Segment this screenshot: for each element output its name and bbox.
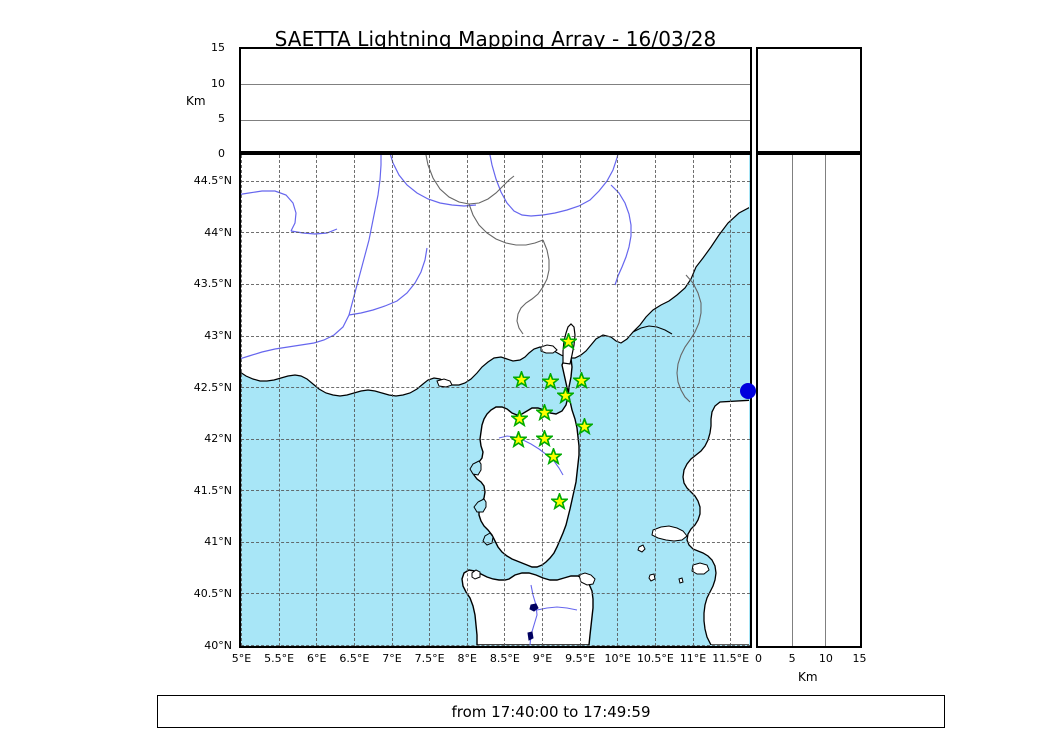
map-gridline-lon-5 — [429, 155, 431, 646]
land-elba — [651, 525, 688, 542]
land-sardinia-ne-detail — [578, 572, 596, 586]
river-po — [530, 155, 619, 217]
river-north-2 — [489, 155, 532, 217]
right-panel-gridline-10 — [825, 155, 827, 646]
right-xtick-3: 15 — [852, 652, 867, 665]
river-west-2 — [290, 228, 338, 235]
map-xtick-9: 9.5°E — [565, 652, 596, 665]
right-xtick-0: 0 — [755, 652, 762, 665]
top-right-corner-panel[interactable] — [756, 47, 862, 153]
map-xtick-11: 10.5°E — [636, 652, 674, 665]
map-xtick-4: 7°E — [382, 652, 402, 665]
right-panel-gridline-5 — [791, 155, 793, 646]
river-rhone — [313, 155, 382, 344]
map-ytick-0: 40°N — [204, 638, 232, 652]
map-gridline-lat-4 — [241, 438, 750, 440]
map-ytick-1: 40.5°N — [193, 586, 232, 600]
map-ytick-3: 41.5°N — [193, 483, 232, 497]
map-gridline-lat-6 — [241, 335, 750, 337]
map-xtick-7: 8.5°E — [489, 652, 520, 665]
map-gridline-lon-12 — [692, 155, 694, 646]
river-north-1 — [389, 155, 477, 207]
map-xtick-12: 11°E — [679, 652, 707, 665]
longitude-altitude-panel[interactable] — [239, 47, 752, 153]
river-durance — [348, 247, 428, 316]
map-gridline-lat-1 — [241, 593, 750, 595]
top-ytick-0: 0 — [218, 146, 225, 160]
top-ytick-10: 10 — [211, 76, 225, 90]
map-gridline-lat-2 — [241, 541, 750, 543]
map-ytick-4: 42°N — [204, 432, 232, 446]
map-gridline-lat-9 — [241, 180, 750, 182]
map-xtick-6: 8°E — [457, 652, 477, 665]
river-rhone-tributary — [241, 342, 315, 360]
map-xtick-1: 5.5°E — [264, 652, 295, 665]
map-gridline-lat-8 — [241, 232, 750, 234]
top-ytick-15: 15 — [211, 41, 225, 54]
top-ytick-5: 5 — [218, 112, 225, 125]
land-corsica-gulf-ajaccio — [473, 498, 487, 513]
right-xtick-1: 5 — [788, 652, 796, 665]
map-gridline-lon-9 — [579, 155, 581, 646]
right-panel-xlabel: Km — [798, 670, 818, 684]
map-gridline-lon-2 — [316, 155, 318, 646]
map-gridline-lat-5 — [241, 387, 750, 389]
map-gridline-lon-13 — [730, 155, 732, 646]
map-xtick-10: 10°E — [604, 652, 631, 665]
plan-view-map[interactable] — [239, 153, 752, 648]
top-panel-gridline-10 — [241, 84, 750, 86]
land-coast-detail-toulon — [436, 378, 453, 388]
map-ytick-5: 42.5°N — [193, 380, 232, 394]
land-pianosa — [648, 573, 656, 582]
land-coast-detail-cannes — [540, 344, 558, 354]
right-xtick-2: 10 — [818, 652, 833, 665]
altitude-latitude-panel[interactable] — [756, 153, 862, 648]
top-panel-ylabel: Km — [186, 94, 206, 108]
map-xtick-5: 7.5°E — [414, 652, 445, 665]
land-corsica-west-gulfs — [469, 460, 482, 476]
border-italy-coast-inland — [676, 274, 702, 403]
map-xtick-8: 9°E — [532, 652, 553, 665]
map-ytick-7: 43.5°N — [193, 277, 232, 291]
land-capraia — [637, 544, 646, 553]
map-gridline-lat-7 — [241, 283, 750, 285]
map-ytick-6: 43°N — [204, 329, 232, 343]
river-sardinia-branch — [536, 606, 578, 611]
river-west-1 — [241, 190, 297, 232]
map-gridline-lon-10 — [617, 155, 619, 646]
top-panel-gridline-5 — [241, 119, 750, 121]
map-xtick-3: 6.5°E — [339, 652, 370, 665]
map-gridline-lat-3 — [241, 490, 750, 492]
map-xtick-2: 6°E — [307, 652, 327, 665]
border-region-1 — [468, 203, 544, 246]
map-ytick-8: 44°N — [204, 225, 232, 239]
map-gridline-lon-6 — [466, 155, 468, 646]
lake-sardinia-south — [527, 631, 534, 641]
map-gridline-lon-4 — [391, 155, 393, 646]
status-bar[interactable]: from 17:40:00 to 17:49:59 — [157, 695, 945, 728]
land-italy-tuscany — [682, 399, 749, 645]
map-gridline-lon-8 — [542, 155, 544, 646]
river-east-1 — [610, 184, 632, 286]
map-gridline-lon-7 — [504, 155, 506, 646]
coast-ligurian-detail — [632, 325, 673, 335]
land-sardinia-asinara — [471, 569, 481, 580]
map-gridline-lon-11 — [654, 155, 656, 646]
map-gridline-lon-1 — [278, 155, 280, 646]
map-gridlines — [241, 155, 750, 646]
map-ytick-2: 41°N — [204, 535, 232, 549]
lake-sardinia-omodeo — [529, 603, 539, 612]
land-montecristo — [678, 577, 684, 584]
border-region-2 — [516, 239, 550, 335]
map-ytick-9: 44.5°N — [193, 174, 232, 188]
map-xtick-13: 11.5°E — [712, 652, 750, 665]
status-text: from 17:40:00 to 17:49:59 — [451, 702, 651, 721]
map-gridline-lon-0 — [241, 155, 242, 646]
land-sardinia — [461, 569, 594, 645]
map-gridline-lon-3 — [353, 155, 355, 646]
map-xtick-0: 5°E — [231, 652, 252, 665]
map-gridline-lat-0 — [241, 645, 750, 646]
